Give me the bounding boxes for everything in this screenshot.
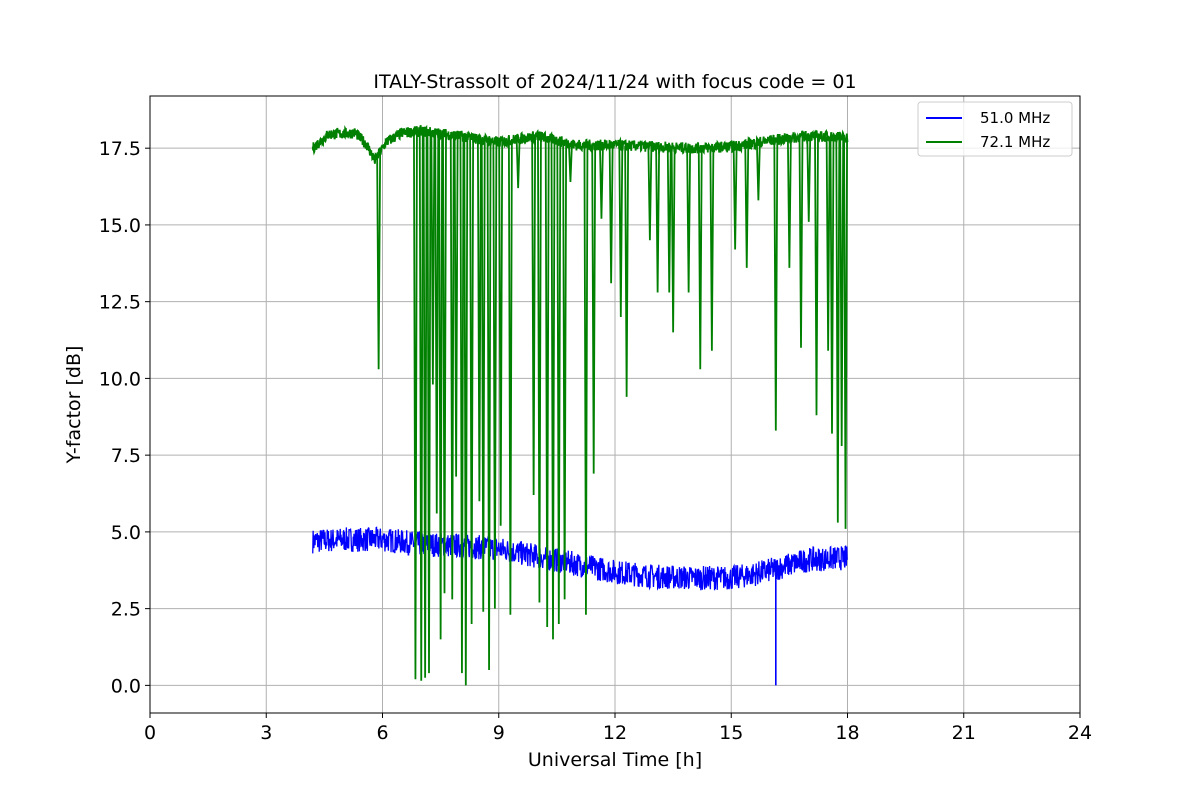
x-tick-label: 24 [1068,722,1092,744]
series-dip-72mhz [798,136,804,348]
axis-ticks: 0 3 6 9 12 15 18 21 24 0.0 2.5 5.0 7.5 10.0 12.5 15.0 17… [99,138,1092,744]
series-dip-72mhz [515,138,521,189]
plot-area [311,124,849,686]
series-dip-72mhz [666,147,672,293]
series-dip-72mhz [786,138,792,268]
series-dip-72mhz [744,144,750,268]
y-axis-title: Y-factor [dB] [63,346,85,465]
series-dip-72mhz [618,145,624,318]
y-tick-label: 12.5 [99,292,141,314]
x-tick-label: 18 [835,722,859,744]
series-dip-72mhz [583,145,589,615]
series-dip-72mhz [624,145,630,397]
y-tick-label: 0.0 [111,675,141,697]
series-dip-72mhz [556,140,562,624]
series-dip-72mhz [442,134,447,594]
series-dip-72mhz [599,145,604,219]
series-dip-72mhz [697,147,703,370]
series-dip-72mhz [537,136,542,603]
series-dip-72mhz [453,135,459,477]
x-tick-label: 6 [376,722,388,744]
legend-label: 72.1 MHz [980,133,1050,151]
series-dip-72mhz [430,132,436,385]
y-tick-label: 17.5 [99,138,141,160]
series-dip-72mhz [568,143,573,182]
series-dip-72mhz [835,137,841,523]
series-dip-72mhz [655,146,661,293]
series-dip-72mhz [591,145,597,474]
y-tick-label: 2.5 [111,599,141,621]
series-dip-72mhz [459,136,465,674]
series-dip-72mhz [449,134,455,600]
series-line-72mhz [311,124,849,164]
x-tick-label: 9 [493,722,505,744]
series-dip-72mhz [732,146,738,250]
series-dip-72mhz [562,142,568,600]
series-dip-72mhz [413,131,418,680]
legend: 51.0 MHz 72.1 MHz [917,101,1073,157]
chart-title: ITALY-Strassolt of 2024/11/24 with focus… [373,71,856,93]
series-dip-72mhz [814,136,819,416]
series-line-51mhz [312,526,849,591]
x-tick-label: 0 [144,722,156,744]
series-dip-72mhz [647,146,653,241]
series-dip-72mhz [843,137,848,529]
series-dip-72mhz [670,147,676,333]
x-tick-label: 21 [952,722,976,744]
series-dip-72mhz [829,136,835,434]
series-dip-72mhz [531,136,537,496]
series-dip-72mhz [709,147,715,351]
series-dip-72mhz [755,142,761,201]
series-dip-72mhz [434,133,440,514]
series-dip-72mhz [476,138,482,502]
series-dip-72mhz [544,138,550,628]
series-dip-72mhz [686,148,692,293]
series-dip-72mhz [498,141,504,526]
series-dip-72mhz [492,141,498,609]
x-tick-label: 3 [260,722,272,744]
x-tick-label: 15 [719,722,743,744]
x-axis-title: Universal Time [h] [528,749,702,771]
y-tick-label: 15.0 [99,215,141,237]
series-dip-72mhz [507,140,513,615]
series-dip-72mhz [376,154,382,370]
series-dip-72mhz [806,135,812,222]
series-dip-72mhz [480,139,486,612]
series-dip-72mhz [463,136,469,686]
legend-label: 51.0 MHz [980,109,1050,127]
y-tick-label: 5.0 [111,522,141,544]
x-tick-label: 12 [603,722,627,744]
series-dip-72mhz [608,145,614,284]
y-tick-label: 7.5 [111,445,141,467]
series-dip-72mhz [486,140,492,671]
series-dip-72mhz [469,137,475,624]
series-dip-72mhz [426,132,432,674]
series-dip-72mhz [773,139,779,431]
series-dip-72mhz [422,131,428,678]
series-dip-72mhz [825,136,831,351]
series-dip-72mhz [438,133,444,640]
series-dip-72mhz [839,137,845,446]
y-tick-label: 10.0 [99,368,141,390]
series-dip-72mhz [550,139,556,640]
series-dip-72mhz [418,131,424,681]
